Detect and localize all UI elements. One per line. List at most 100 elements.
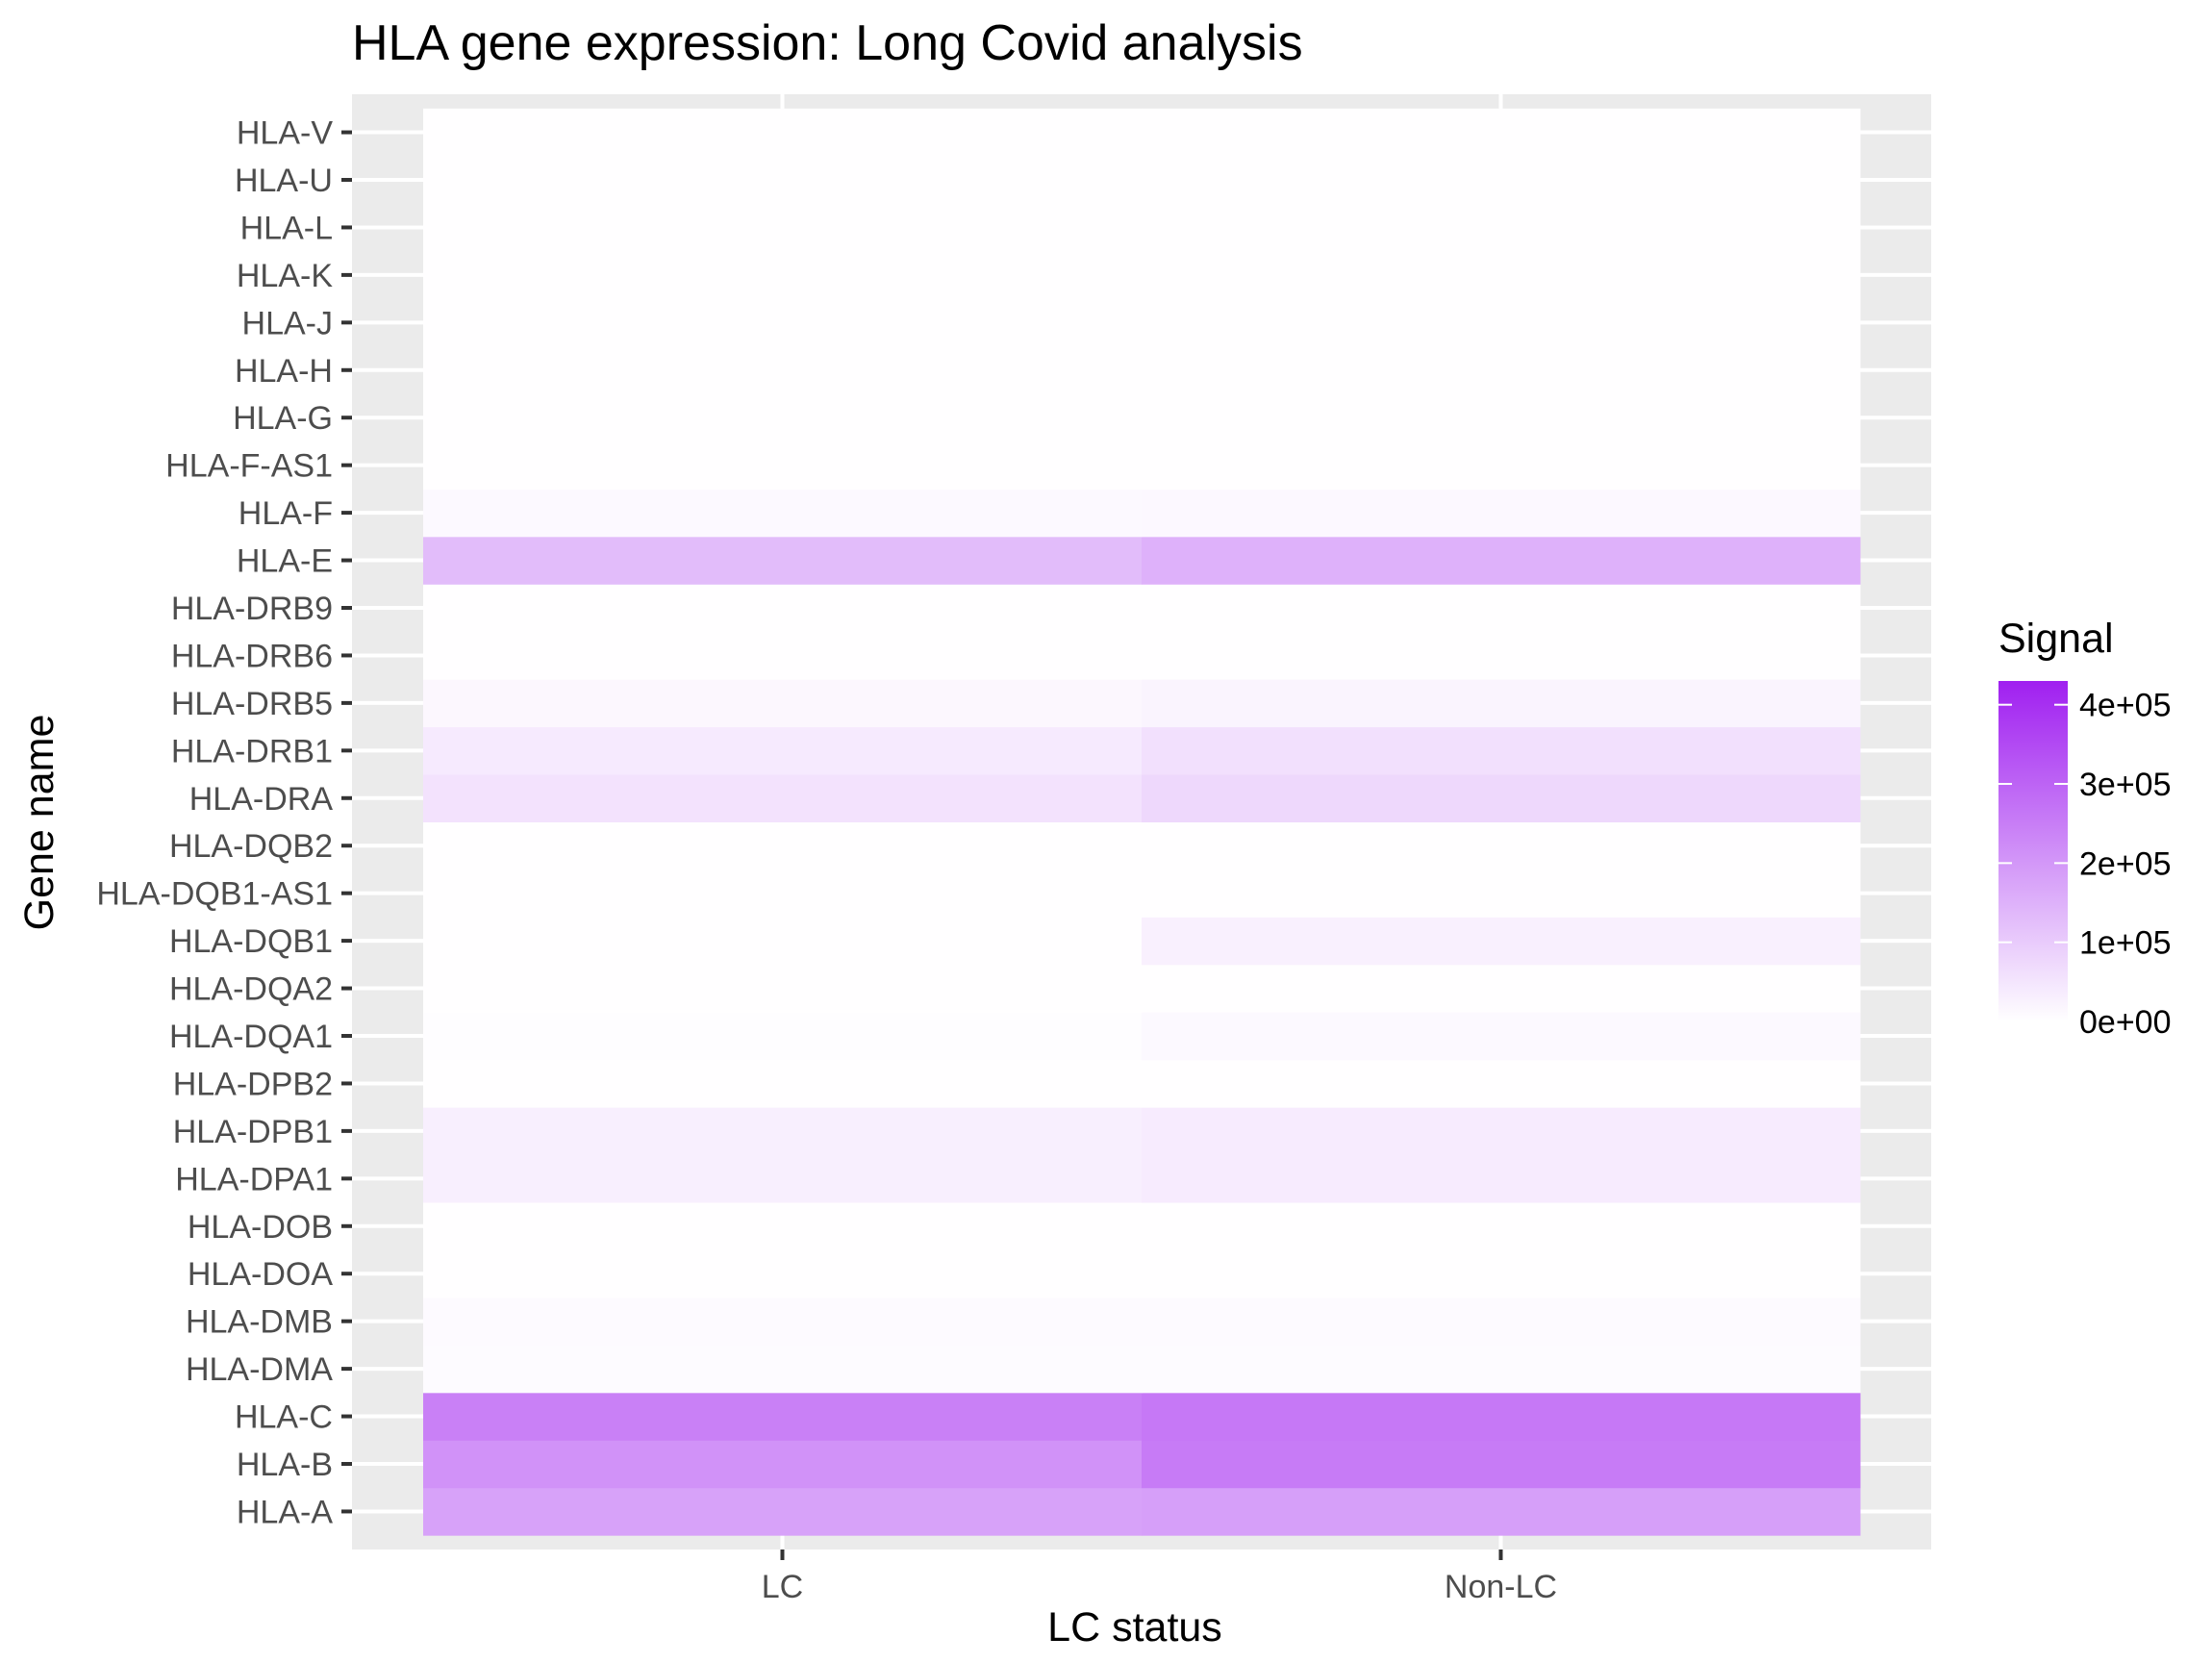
heatmap-cell bbox=[423, 441, 1143, 490]
legend-colorbar bbox=[1998, 681, 2068, 1021]
heatmap-cell bbox=[423, 1297, 1143, 1346]
heatmap-cell bbox=[1142, 1297, 1861, 1346]
legend-title: Signal bbox=[1998, 616, 2114, 662]
heatmap-tiles bbox=[423, 108, 1861, 1536]
y-tick-label: HLA-B bbox=[237, 1447, 333, 1483]
y-tick-label: HLA-DQB2 bbox=[169, 828, 333, 865]
heatmap-cell bbox=[423, 346, 1143, 394]
heatmap-cell bbox=[1142, 917, 1861, 966]
y-tick-label: HLA-DQA1 bbox=[169, 1019, 333, 1055]
heatmap-cell bbox=[423, 203, 1143, 252]
heatmap-cell bbox=[1142, 441, 1861, 490]
heatmap-cell bbox=[423, 298, 1143, 347]
heatmap-cell bbox=[1142, 726, 1861, 775]
y-tick-label: HLA-V bbox=[237, 115, 333, 152]
heatmap-cell bbox=[423, 726, 1143, 775]
heatmap-cell bbox=[423, 1202, 1143, 1250]
y-tick-label: HLA-A bbox=[237, 1494, 333, 1530]
heatmap-cell bbox=[1142, 679, 1861, 728]
heatmap-cell bbox=[423, 1440, 1143, 1489]
y-tick-label: HLA-DMB bbox=[186, 1304, 333, 1341]
heatmap-cell bbox=[1142, 631, 1861, 680]
heatmap-cell bbox=[423, 917, 1143, 966]
heatmap-cell bbox=[1142, 1392, 1861, 1441]
heatmap-cell bbox=[423, 251, 1143, 300]
heatmap-cell bbox=[423, 536, 1143, 585]
y-tick-label: HLA-C bbox=[235, 1399, 333, 1436]
legend-ticks: 0e+00 1e+05 2e+05 3e+05 4e+05 bbox=[1998, 688, 2172, 1041]
heatmap-cell bbox=[423, 679, 1143, 728]
y-tick-label: HLA-H bbox=[235, 353, 333, 390]
heatmap-cell bbox=[423, 393, 1143, 442]
heatmap-cell bbox=[1142, 1487, 1861, 1536]
x-tick-label: Non-LC bbox=[1445, 1569, 1557, 1605]
y-tick-label: HLA-DMA bbox=[186, 1351, 333, 1388]
y-tick-label: HLA-DPB2 bbox=[173, 1066, 333, 1102]
heatmap-cell bbox=[1142, 821, 1861, 870]
y-tick-label: HLA-DRB5 bbox=[171, 686, 333, 722]
heatmap-cell bbox=[1142, 489, 1861, 538]
y-tick-label: HLA-U bbox=[235, 163, 333, 199]
y-tick-label: HLA-G bbox=[233, 400, 333, 437]
y-tick-label: HLA-DOB bbox=[188, 1209, 333, 1246]
heatmap-cell bbox=[1142, 251, 1861, 300]
heatmap-cell bbox=[423, 489, 1143, 538]
x-tick-label: LC bbox=[762, 1569, 803, 1605]
y-tick-label: HLA-DQB1 bbox=[169, 923, 333, 960]
y-tick-label: HLA-DRB6 bbox=[171, 638, 333, 674]
heatmap-cell bbox=[423, 774, 1143, 822]
y-tick-label: HLA-K bbox=[237, 258, 333, 294]
y-tick-label: HLA-J bbox=[242, 305, 333, 341]
heatmap-cell bbox=[1142, 298, 1861, 347]
heatmap-cell bbox=[1142, 1440, 1861, 1489]
heatmap-cell bbox=[423, 1487, 1143, 1536]
heatmap-cell bbox=[423, 1059, 1143, 1108]
y-tick-label: HLA-E bbox=[237, 543, 333, 580]
heatmap-cell bbox=[1142, 536, 1861, 585]
heatmap-cell bbox=[1142, 1012, 1861, 1061]
y-tick-label: HLA-DPA1 bbox=[175, 1161, 333, 1197]
heatmap-cell bbox=[1142, 1345, 1861, 1394]
heatmap-cell bbox=[1142, 774, 1861, 822]
heatmap-cell bbox=[423, 1392, 1143, 1441]
heatmap-cell bbox=[423, 1249, 1143, 1298]
heatmap-cell bbox=[423, 631, 1143, 680]
legend-tick-label: 3e+05 bbox=[2079, 767, 2172, 803]
x-axis: LC Non-LC bbox=[762, 1550, 1557, 1605]
heatmap-cell bbox=[1142, 1202, 1861, 1250]
y-tick-label: HLA-F bbox=[239, 495, 333, 532]
heatmap-cell bbox=[1142, 1154, 1861, 1203]
heatmap-cell bbox=[1142, 156, 1861, 205]
heatmap-cell bbox=[423, 1107, 1143, 1156]
heatmap-cell bbox=[1142, 1059, 1861, 1108]
heatmap-cell bbox=[1142, 964, 1861, 1013]
heatmap-cell bbox=[423, 869, 1143, 918]
y-tick-label: HLA-DRB9 bbox=[171, 591, 333, 627]
y-axis: HLA-A HLA-B HLA-C HLA-DMA HLA-DMB HLA-DOA HLA-… bbox=[96, 115, 352, 1530]
y-tick-label: HLA-DQA2 bbox=[169, 971, 333, 1008]
heatmap-cell bbox=[423, 108, 1143, 157]
heatmap-cell bbox=[423, 821, 1143, 870]
legend-tick-label: 2e+05 bbox=[2079, 845, 2172, 882]
y-tick-label: HLA-DQB1-AS1 bbox=[96, 876, 333, 913]
y-tick-label: HLA-L bbox=[240, 210, 333, 246]
color-legend: Signal 0e+00 1e+05 2e+05 3e+05 4e+05 bbox=[1998, 616, 2172, 1041]
legend-tick-label: 4e+05 bbox=[2079, 688, 2172, 724]
x-axis-title: LC status bbox=[1047, 1604, 1222, 1650]
heatmap-cell bbox=[1142, 203, 1861, 252]
chart-title: HLA gene expression: Long Covid analysis bbox=[352, 15, 1303, 71]
y-tick-label: HLA-DRB1 bbox=[171, 733, 333, 769]
heatmap-cell bbox=[1142, 869, 1861, 918]
heatmap-cell bbox=[1142, 108, 1861, 157]
y-tick-label: HLA-F-AS1 bbox=[165, 448, 333, 485]
heatmap-cell bbox=[1142, 1107, 1861, 1156]
heatmap-cell bbox=[423, 156, 1143, 205]
y-axis-title: Gene name bbox=[16, 715, 63, 931]
heatmap-cell bbox=[423, 1012, 1143, 1061]
heatmap-cell bbox=[1142, 1249, 1861, 1298]
heatmap-cell bbox=[423, 1345, 1143, 1394]
heatmap-cell bbox=[423, 1154, 1143, 1203]
y-tick-label: HLA-DPB1 bbox=[173, 1114, 333, 1150]
heatmap-cell bbox=[1142, 393, 1861, 442]
